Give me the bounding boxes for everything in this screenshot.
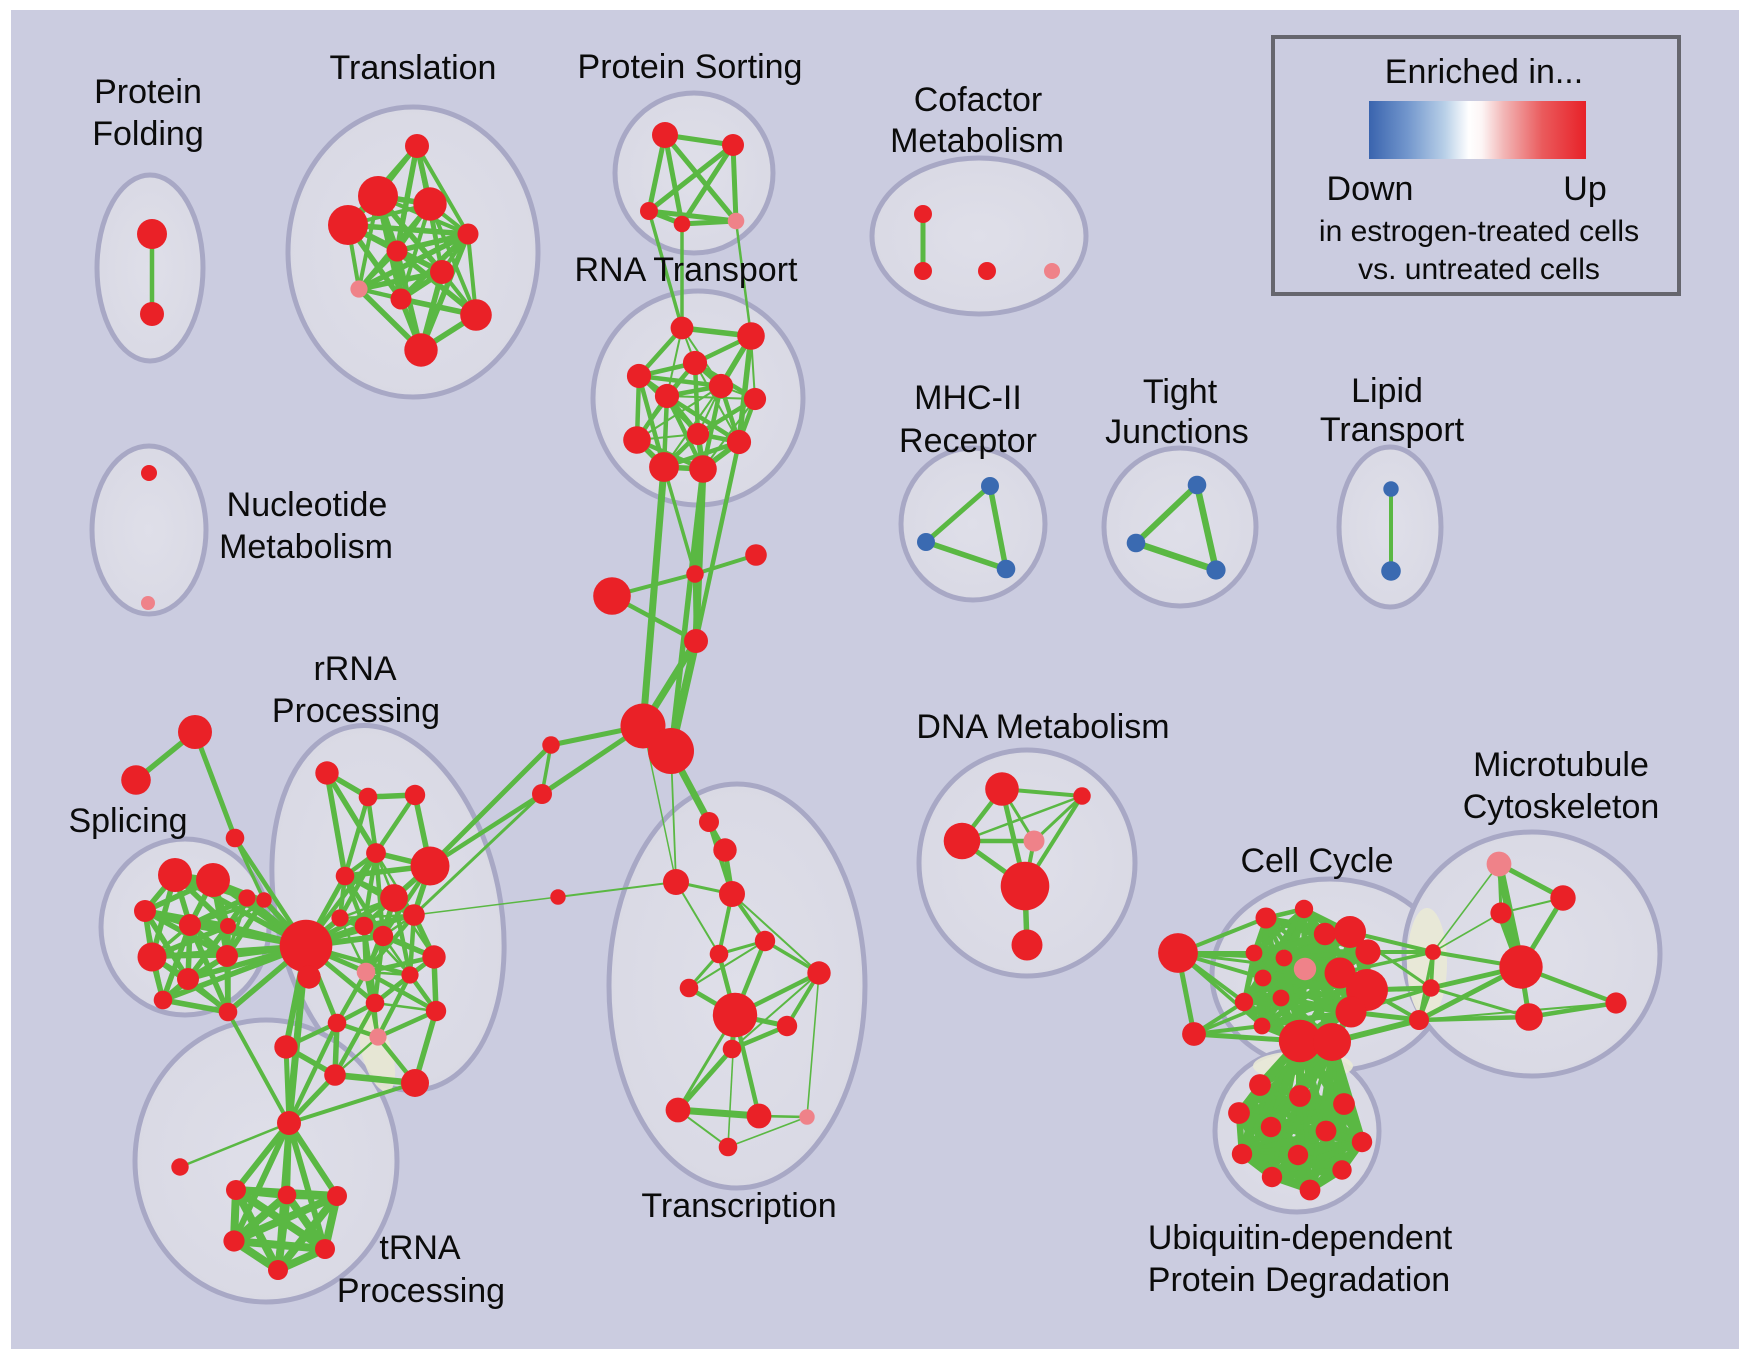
svg-text:Protein Sorting: Protein Sorting xyxy=(578,48,803,86)
svg-text:Metabolism: Metabolism xyxy=(219,528,393,566)
svg-text:Translation: Translation xyxy=(330,49,497,87)
svg-text:Cell Cycle: Cell Cycle xyxy=(1240,842,1393,880)
svg-text:Nucleotide: Nucleotide xyxy=(227,486,388,524)
svg-text:Cofactor: Cofactor xyxy=(914,81,1043,119)
svg-text:Processing: Processing xyxy=(337,1272,505,1310)
svg-text:Microtubule: Microtubule xyxy=(1473,746,1649,784)
svg-text:in estrogen-treated cells: in estrogen-treated cells xyxy=(1319,215,1639,248)
svg-text:Down: Down xyxy=(1327,170,1414,208)
svg-text:Splicing: Splicing xyxy=(68,802,187,840)
svg-text:Transport: Transport xyxy=(1320,411,1465,449)
svg-text:Protein Degradation: Protein Degradation xyxy=(1148,1261,1450,1299)
svg-text:Transcription: Transcription xyxy=(641,1187,836,1225)
svg-text:DNA Metabolism: DNA Metabolism xyxy=(916,708,1169,746)
svg-text:MHC-II: MHC-II xyxy=(914,379,1022,417)
svg-text:tRNA: tRNA xyxy=(379,1229,461,1267)
svg-text:Protein: Protein xyxy=(94,73,202,111)
svg-text:rRNA: rRNA xyxy=(313,650,396,688)
svg-text:Lipid: Lipid xyxy=(1351,372,1423,410)
svg-text:Tight: Tight xyxy=(1143,373,1218,411)
svg-text:Processing: Processing xyxy=(272,692,440,730)
svg-text:Cytoskeleton: Cytoskeleton xyxy=(1463,788,1660,826)
svg-text:Receptor: Receptor xyxy=(899,422,1037,460)
svg-text:Enriched in...: Enriched in... xyxy=(1385,53,1583,91)
svg-text:RNA Transport: RNA Transport xyxy=(575,251,799,289)
svg-text:Folding: Folding xyxy=(92,115,204,153)
svg-text:Metabolism: Metabolism xyxy=(890,122,1064,160)
svg-text:vs. untreated cells: vs. untreated cells xyxy=(1358,253,1600,286)
svg-text:Up: Up xyxy=(1563,170,1606,208)
svg-text:Ubiquitin-dependent: Ubiquitin-dependent xyxy=(1148,1219,1453,1257)
svg-text:Junctions: Junctions xyxy=(1105,413,1249,451)
